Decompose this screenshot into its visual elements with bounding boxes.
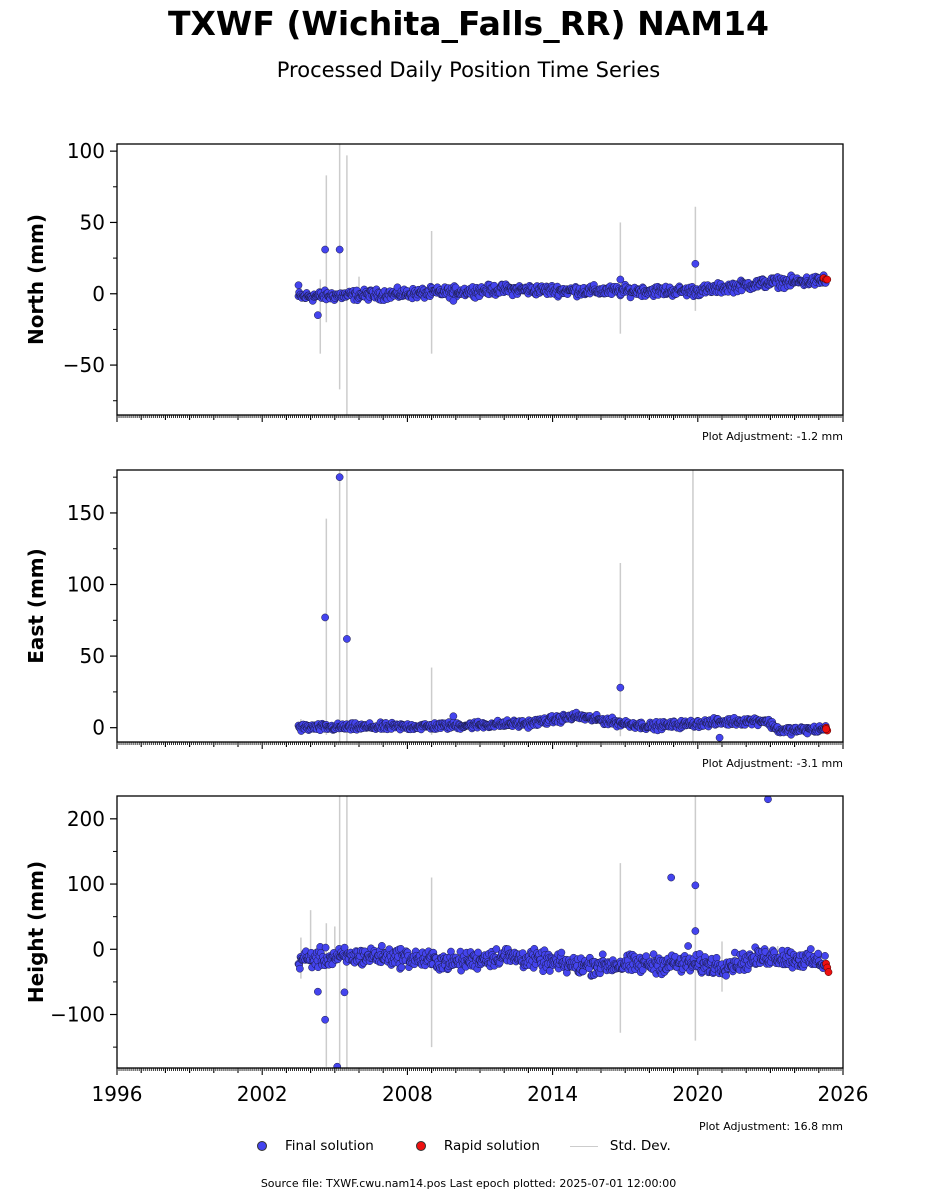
final-solution-points	[294, 473, 830, 742]
legend-final-marker	[257, 1141, 267, 1151]
final-outlier-point	[335, 245, 344, 254]
legend-rapid-label: Rapid solution	[443, 1138, 540, 1154]
x-tick-label: 2002	[237, 1082, 288, 1106]
x-tick-label: 2008	[382, 1082, 433, 1106]
legend-final-label: Final solution	[285, 1138, 374, 1154]
plot-adjustment-note: Plot Adjustment: -1.2 mm	[702, 430, 843, 443]
final-outlier-point	[333, 1062, 342, 1068]
final-point	[557, 948, 566, 957]
final-outlier-point	[321, 245, 329, 254]
final-outlier-point	[449, 297, 458, 305]
final-outlier-point	[691, 881, 700, 890]
final-point	[492, 945, 501, 953]
panel-2: 0 50 100 150 East (mm) Plot Adjustment: -3.1 …	[24, 469, 844, 770]
y-tick-label: 0	[92, 937, 105, 961]
final-outlier-point	[321, 613, 329, 622]
panel-frame	[116, 143, 844, 416]
final-point	[806, 945, 815, 953]
final-point	[340, 943, 349, 952]
x-tick-label: 2026	[818, 1082, 869, 1106]
panel-frame	[116, 795, 844, 1069]
plot-area	[294, 796, 833, 1068]
rapid-point	[823, 275, 832, 284]
y-axis-label: Height (mm)	[24, 861, 48, 1003]
final-point	[642, 952, 650, 960]
final-outlier-point	[314, 311, 322, 320]
final-point	[649, 950, 658, 959]
plot-adjustment-note: Plot Adjustment: 16.8 mm	[699, 1120, 843, 1133]
legend-std-line	[569, 1145, 598, 1147]
legend-std-label: Std. Dev.	[609, 1138, 671, 1154]
y-tick-label: 100	[67, 872, 105, 896]
final-point	[814, 949, 823, 958]
y-tick-label: 0	[92, 282, 105, 306]
final-outlier-point	[335, 473, 344, 482]
panel-1: −50 0 50 100 North (mm) Plot Adjustment: -1.2…	[24, 139, 844, 443]
final-point	[296, 964, 304, 973]
legend: Final solution Rapid solution Std. Dev.	[255, 1138, 699, 1154]
y-tick-label: 200	[67, 807, 105, 831]
y-axis-label: East (mm)	[24, 548, 48, 664]
y-axis-label: North (mm)	[24, 214, 48, 345]
chart-title: TXWF (Wichita_Falls_RR) NAM14	[167, 4, 770, 43]
final-point	[377, 942, 386, 950]
y-tick-label: 0	[92, 716, 105, 740]
final-outlier-point	[715, 733, 724, 742]
final-point	[546, 967, 554, 975]
legend-final: Final solution	[255, 1138, 374, 1154]
rapid-point	[822, 725, 830, 733]
y-tick-label: 100	[67, 573, 105, 597]
final-outlier-point	[343, 635, 351, 643]
final-outlier-point	[667, 873, 676, 882]
chart-subtitle: Processed Daily Position Time Series	[276, 58, 661, 82]
y-tick-label: −100	[50, 1003, 105, 1027]
x-tick-label: 1996	[92, 1082, 143, 1106]
source-footer: Source file: TXWF.cwu.nam14.pos Last epo…	[260, 1177, 677, 1190]
final-outlier-point	[294, 281, 303, 290]
final-outlier-point	[314, 987, 322, 996]
legend-std: Std. Dev.	[569, 1138, 671, 1154]
panel-frame	[116, 469, 844, 743]
y-tick-label: 150	[67, 501, 105, 525]
final-outlier-point	[449, 712, 458, 721]
final-outlier-point	[616, 275, 625, 284]
final-point	[821, 952, 829, 960]
final-point	[722, 971, 730, 980]
final-outlier-point	[691, 259, 700, 268]
y-tick-label: 50	[80, 210, 105, 234]
rapid-point	[824, 968, 833, 976]
final-outlier-point	[684, 942, 692, 950]
legend-rapid: Rapid solution	[414, 1138, 540, 1154]
final-solution-points	[294, 796, 830, 1068]
final-point	[321, 943, 330, 952]
final-solution-points	[294, 245, 830, 320]
panel-3: −100 0 100 200 1996 2002 2008 2014 2020 2026 Heigh…	[24, 795, 869, 1133]
final-outlier-point	[340, 988, 349, 997]
legend-rapid-marker	[415, 1141, 426, 1151]
final-outlier-point	[764, 796, 772, 804]
y-tick-label: 50	[80, 644, 105, 668]
plot-adjustment-note: Plot Adjustment: -3.1 mm	[702, 757, 843, 770]
y-tick-label: 100	[67, 139, 105, 163]
final-point	[474, 948, 482, 957]
final-point	[397, 963, 406, 972]
plot-area	[294, 470, 832, 742]
final-point	[598, 950, 607, 959]
y-tick-label: −50	[63, 353, 105, 377]
final-outlier-point	[616, 683, 625, 692]
x-tick-label: 2020	[672, 1082, 723, 1106]
x-tick-label: 2014	[527, 1082, 578, 1106]
final-outlier-point	[321, 1015, 329, 1024]
plot-area	[294, 144, 832, 415]
final-outlier-point	[691, 927, 700, 935]
